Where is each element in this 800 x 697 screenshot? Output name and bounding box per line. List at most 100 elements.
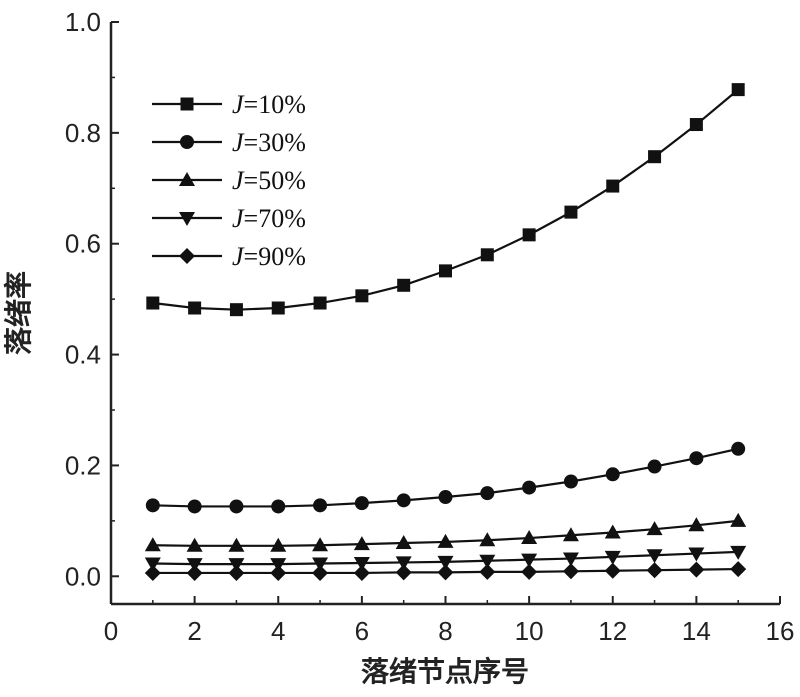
square-marker <box>439 264 452 278</box>
triangle-up-marker <box>562 527 579 542</box>
x-tick-label: 8 <box>438 616 452 646</box>
legend-label-value: =30% <box>244 128 306 157</box>
triangle-down-marker <box>395 556 412 571</box>
square-marker <box>271 301 285 315</box>
circle-marker <box>187 499 202 514</box>
legend-item: J=50% <box>152 166 306 195</box>
triangle-up-marker <box>688 517 705 532</box>
circle-marker <box>647 459 662 474</box>
x-tick-label: 14 <box>682 616 711 646</box>
diamond-marker <box>730 561 747 578</box>
triangle-down-marker <box>479 554 496 569</box>
series-triangle-down <box>144 545 747 573</box>
x-tick-label: 0 <box>104 616 118 646</box>
triangle-up-marker <box>312 537 329 552</box>
series-triangle-up <box>144 512 747 552</box>
x-tick-label: 6 <box>355 616 369 646</box>
diamond-marker <box>521 563 538 580</box>
diamond-marker <box>270 564 287 581</box>
legend-item: J=30% <box>152 128 306 157</box>
triangle-down-marker <box>730 545 747 560</box>
triangle-down-marker <box>604 550 621 565</box>
x-tick-label: 4 <box>271 616 285 646</box>
triangle-down-marker <box>312 557 329 572</box>
triangle-up-marker <box>270 537 287 552</box>
triangle-up-marker <box>479 532 496 547</box>
y-tick-label: 1.0 <box>65 7 101 37</box>
circle-marker <box>605 467 620 482</box>
x-tick-label: 12 <box>598 616 627 646</box>
square-marker <box>397 278 411 292</box>
diamond-marker <box>186 564 203 581</box>
legend: J=10%J=30%J=50%J=70%J=90% <box>152 90 306 271</box>
legend-label-variable: J <box>232 128 245 157</box>
circle-marker <box>354 496 369 511</box>
square-marker <box>355 289 369 303</box>
square-marker <box>689 118 703 132</box>
square-marker <box>180 97 194 111</box>
legend-label-value: =10% <box>244 90 306 119</box>
legend-label: J=10% <box>232 90 306 119</box>
series-square <box>146 83 745 317</box>
triangle-down-marker <box>353 556 370 571</box>
triangle-up-marker <box>395 535 412 550</box>
legend-label-variable: J <box>232 204 245 233</box>
y-axis-ticks: 0.0 0.2 0.4 0.6 0.8 1.0 <box>65 7 119 591</box>
diamond-marker <box>604 562 621 579</box>
circle-marker <box>563 474 578 489</box>
diamond-marker <box>353 564 370 581</box>
y-tick-label: 0.0 <box>65 561 101 591</box>
diamond-marker <box>144 564 161 581</box>
y-tick-label: 0.6 <box>65 229 101 259</box>
square-marker <box>229 303 243 317</box>
circle-marker <box>145 498 160 513</box>
square-marker <box>731 83 745 97</box>
y-tick-label: 0.4 <box>65 340 101 370</box>
legend-label: J=50% <box>232 166 306 195</box>
square-marker <box>564 205 578 219</box>
y-axis-title: 落绪率 <box>2 271 35 355</box>
triangle-down-marker <box>688 547 705 562</box>
circle-marker <box>438 490 453 505</box>
circle-marker <box>271 499 286 514</box>
triangle-up-marker <box>646 521 663 536</box>
square-marker <box>648 150 662 164</box>
triangle-down-marker <box>144 557 161 572</box>
x-tick-label: 16 <box>766 616 795 646</box>
circle-marker <box>689 451 704 466</box>
plot-area <box>109 22 780 606</box>
square-marker <box>522 228 536 242</box>
triangle-up-marker <box>604 524 621 539</box>
square-marker <box>188 301 202 315</box>
diamond-marker <box>228 564 245 581</box>
x-axis-ticks: 0 2 4 6 8 10 12 14 16 <box>104 596 795 646</box>
legend-item: J=90% <box>152 242 306 271</box>
square-marker <box>313 296 327 310</box>
series-layer <box>144 83 747 581</box>
triangle-up-marker <box>730 512 747 527</box>
x-tick-label: 10 <box>515 616 544 646</box>
triangle-up-marker <box>179 172 195 186</box>
diamond-marker <box>179 248 195 264</box>
legend-label: J=70% <box>232 204 306 233</box>
y-tick-label: 0.8 <box>65 118 101 148</box>
triangle-down-marker <box>437 555 454 570</box>
x-axis-title: 落绪节点序号 <box>361 655 529 688</box>
square-marker <box>146 296 160 310</box>
circle-marker <box>522 480 537 495</box>
circle-marker <box>229 499 244 514</box>
circle-marker <box>731 441 746 456</box>
diamond-marker <box>562 563 579 580</box>
legend-label-value: =50% <box>244 166 306 195</box>
diamond-marker <box>646 562 663 579</box>
triangle-up-marker <box>228 537 245 552</box>
legend-label-variable: J <box>232 242 245 271</box>
circle-marker <box>313 498 328 513</box>
series-circle <box>145 441 746 514</box>
x-tick-label: 2 <box>187 616 201 646</box>
diamond-marker <box>688 561 705 578</box>
legend-label-variable: J <box>232 90 245 119</box>
diamond-marker <box>479 563 496 580</box>
triangle-down-marker <box>521 553 538 568</box>
